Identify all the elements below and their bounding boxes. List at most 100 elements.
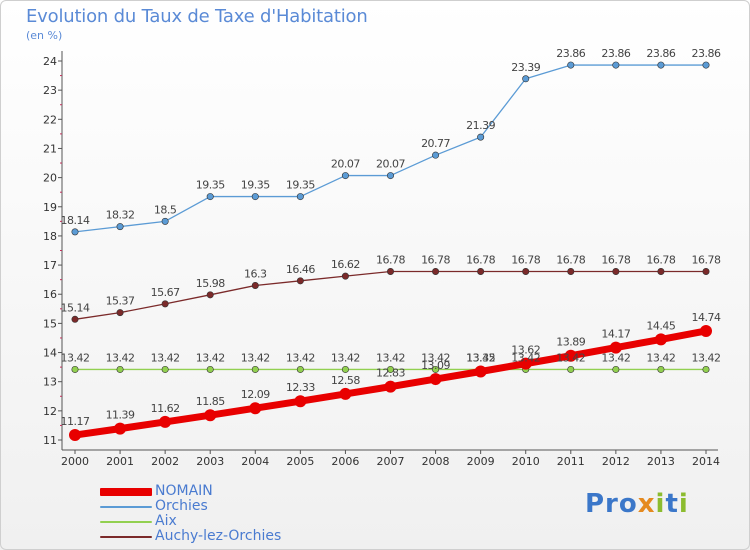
x-tick-label: 2004: [241, 455, 269, 468]
data-point-nomain: [114, 422, 127, 435]
data-point-auchy-lez-orchies: [71, 315, 79, 323]
data-point-orchies: [341, 172, 349, 180]
data-point-nomain: [429, 373, 442, 386]
data-label-orchies: 20.77: [421, 137, 450, 150]
data-label-nomain: 13.89: [556, 336, 585, 349]
data-point-auchy-lez-orchies: [251, 281, 259, 289]
data-label-aix: 13.42: [421, 351, 450, 364]
data-point-nomain: [159, 415, 172, 428]
data-point-auchy-lez-orchies: [567, 267, 575, 275]
data-label-orchies: 19.35: [196, 179, 225, 192]
y-tick-label: 13: [43, 376, 57, 389]
y-tick-label: 11: [43, 434, 57, 447]
data-point-nomain: [564, 349, 577, 362]
data-label-nomain: 12.09: [241, 388, 270, 401]
data-point-nomain: [654, 333, 667, 346]
data-label-nomain: 14.74: [692, 311, 721, 324]
data-point-auchy-lez-orchies: [161, 300, 169, 308]
y-tick-label: 19: [43, 201, 57, 214]
data-label-orchies: 20.07: [331, 158, 360, 171]
data-point-orchies: [296, 193, 304, 201]
data-point-orchies: [71, 228, 79, 236]
x-tick-label: 2014: [692, 455, 720, 468]
data-label-nomain: 12.33: [286, 381, 315, 394]
data-label-auchy-lez-orchies: 16.3: [244, 267, 267, 280]
data-point-auchy-lez-orchies: [341, 272, 349, 280]
data-point-aix: [702, 365, 710, 373]
data-label-auchy-lez-orchies: 16.78: [556, 253, 585, 266]
x-tick-label: 2006: [331, 455, 359, 468]
data-point-auchy-lez-orchies: [206, 291, 214, 299]
y-tick-label: 15: [43, 317, 57, 330]
data-point-orchies: [522, 75, 530, 83]
data-point-aix: [116, 365, 124, 373]
data-point-aix: [432, 365, 440, 373]
data-point-aix: [657, 365, 665, 373]
data-point-orchies: [477, 133, 485, 141]
data-label-aix: 13.42: [331, 351, 360, 364]
data-label-orchies: 18.32: [106, 209, 135, 222]
y-tick-label: 23: [43, 84, 57, 97]
data-label-aix: 13.42: [511, 351, 540, 364]
legend-item-auchy: Auchy-lez-Orchies: [100, 529, 281, 544]
data-label-aix: 13.42: [601, 351, 630, 364]
data-label-nomain: 13.09: [421, 359, 450, 372]
data-label-aix: 13.42: [646, 351, 675, 364]
legend-label-auchy: Auchy-lez-Orchies: [155, 528, 282, 544]
y-tick-label: 14: [43, 347, 57, 360]
data-label-aix: 13.42: [241, 351, 270, 364]
data-label-auchy-lez-orchies: 16.78: [601, 253, 630, 266]
data-point-orchies: [161, 217, 169, 225]
legend-swatch-aix: [100, 520, 152, 523]
data-point-nomain: [384, 380, 397, 393]
data-label-orchies: 21.39: [466, 119, 495, 132]
y-tick-label: 18: [43, 230, 57, 243]
data-label-nomain: 11.62: [151, 402, 180, 415]
data-label-auchy-lez-orchies: 15.37: [106, 295, 135, 308]
data-label-orchies: 18.14: [61, 214, 90, 227]
chart-title: Evolution du Taux de Taxe d'Habitation: [26, 6, 368, 27]
y-tick-label: 17: [43, 259, 57, 272]
data-label-aix: 13.42: [151, 351, 180, 364]
data-point-aix: [71, 365, 79, 373]
data-point-nomain: [339, 387, 352, 400]
data-label-nomain: 12.83: [376, 367, 405, 380]
data-label-orchies: 19.35: [241, 179, 270, 192]
y-tick-label: 12: [43, 405, 57, 418]
legend-label-orchies: Orchies: [155, 498, 208, 514]
data-label-aix: 13.42: [692, 351, 721, 364]
data-label-nomain: 12.58: [331, 374, 360, 387]
x-tick-label: 2011: [557, 455, 585, 468]
data-label-auchy-lez-orchies: 15.98: [196, 277, 225, 290]
data-label-orchies: 23.39: [511, 61, 540, 74]
data-label-aix: 13.42: [61, 351, 90, 364]
legend-item-orchies: Orchies: [100, 499, 281, 514]
data-point-nomain: [204, 409, 217, 422]
x-tick-label: 2002: [151, 455, 179, 468]
data-label-aix: 13.42: [556, 351, 585, 364]
data-point-auchy-lez-orchies: [116, 309, 124, 317]
chart-legend: NOMAIN Orchies Aix Auchy-lez-Orchies: [100, 484, 281, 544]
data-point-aix: [567, 365, 575, 373]
data-point-aix: [161, 365, 169, 373]
data-point-orchies: [251, 193, 259, 201]
x-tick-label: 2000: [61, 455, 89, 468]
data-point-aix: [612, 365, 620, 373]
data-point-aix: [341, 365, 349, 373]
data-point-nomain: [609, 341, 622, 354]
data-point-nomain: [249, 402, 262, 415]
x-tick-label: 2005: [286, 455, 314, 468]
legend-item-aix: Aix: [100, 514, 281, 529]
data-label-auchy-lez-orchies: 16.78: [511, 253, 540, 266]
data-point-auchy-lez-orchies: [432, 267, 440, 275]
x-tick-label: 2009: [467, 455, 495, 468]
chart-unit-label: (en %): [26, 29, 63, 42]
y-tick-label: 22: [43, 113, 57, 126]
data-point-nomain: [700, 324, 712, 337]
data-label-orchies: 23.86: [601, 47, 630, 60]
data-point-orchies: [612, 61, 620, 69]
data-label-orchies: 20.07: [376, 158, 405, 171]
data-label-auchy-lez-orchies: 15.67: [151, 286, 180, 299]
legend-swatch-nomain: [100, 487, 152, 496]
data-point-auchy-lez-orchies: [296, 277, 304, 285]
